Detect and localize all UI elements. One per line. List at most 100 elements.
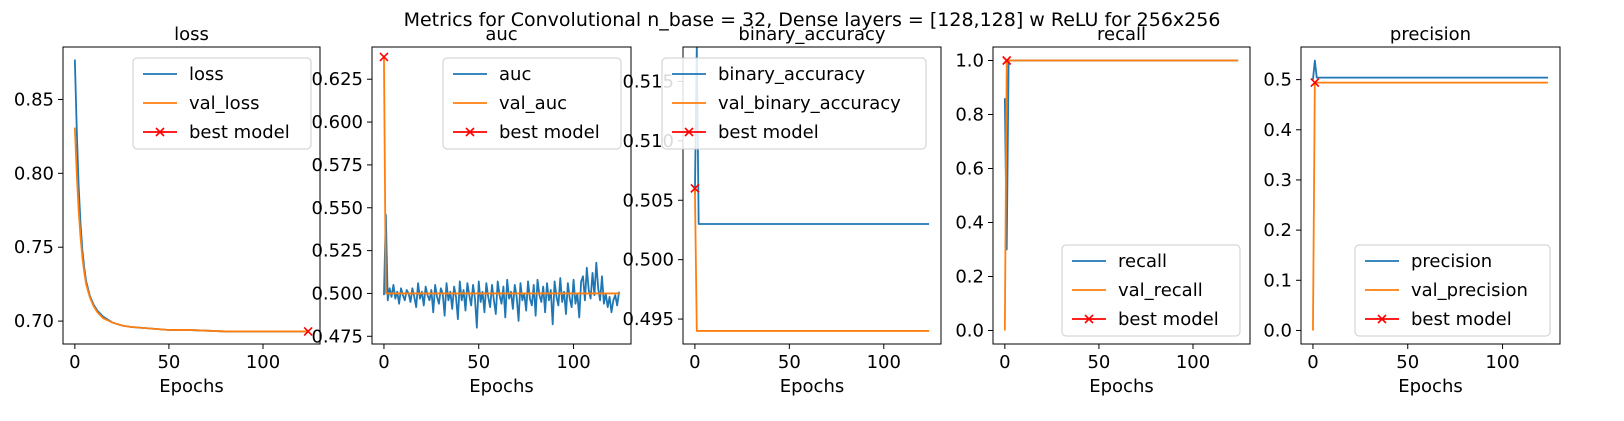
best-model-marker [379, 52, 389, 62]
legend-label: best model [499, 122, 600, 143]
y-tick-label: 1.0 [955, 51, 984, 72]
legend-label: best model [718, 122, 819, 143]
legend-marker [1084, 314, 1094, 324]
y-tick-label: 0.6 [955, 159, 984, 180]
legend-box [1354, 244, 1551, 337]
best-model-marker [1310, 78, 1320, 88]
x-tick-label: 0 [1307, 352, 1318, 373]
figure-suptitle: Metrics for Convolutional n_base = 32, D… [404, 9, 1221, 31]
legend-marker [1377, 314, 1387, 324]
y-tick-label: 0.85 [14, 89, 54, 110]
legend-label: best model [1411, 309, 1512, 330]
subplot-title: precision [1390, 24, 1471, 45]
y-tick-label: 0.80 [14, 163, 54, 184]
y-tick-label: 0.500 [311, 283, 363, 304]
x-tick-label: 100 [246, 352, 280, 373]
x-tick-label: 0 [689, 352, 700, 373]
subplot-precision: precision 0 50 100 0.0 0.1 0.2 0.3 0.4 0.5 Epochs p… [1263, 24, 1561, 397]
x-axis-label: Epochs [780, 376, 845, 397]
axes-frame [992, 46, 1251, 345]
x-axis-label: Epochs [159, 376, 224, 397]
x-tick-label: 100 [556, 352, 590, 373]
y-tick-label: 0.0 [1263, 320, 1292, 341]
y-tick-label: 0.2 [955, 267, 984, 288]
legend-label: val_recall [1118, 280, 1203, 301]
y-tick-label: 0.3 [1263, 170, 1292, 191]
y-tick-label: 0.4 [955, 213, 984, 234]
legend-label: best model [1118, 309, 1219, 330]
legend-label: loss [189, 64, 224, 85]
y-tick-label: 0.475 [311, 326, 363, 347]
subplot-title: auc [485, 24, 517, 45]
best-model-marker [303, 326, 313, 337]
series-line-val-binary-accuracy [694, 188, 930, 332]
x-tick-label: 50 [467, 352, 490, 373]
y-tick-label: 0.575 [311, 155, 363, 176]
x-tick-label: 50 [1396, 352, 1419, 373]
y-tick-label: 0.550 [311, 198, 363, 219]
marker-stroke [379, 52, 389, 62]
axes-frame [682, 46, 942, 345]
axes-frame [371, 46, 632, 345]
y-tick-label: 0.500 [622, 250, 674, 271]
y-tick-label: 0.495 [622, 309, 674, 330]
subplot-title: binary_accuracy [738, 24, 885, 45]
legend-label: best model [189, 122, 290, 143]
subplot-recall: recall 0 50 100 0.0 0.2 0.4 0.6 0.8 1.0 Epochs reca… [955, 24, 1251, 397]
y-tick-label: 0.510 [622, 131, 674, 152]
x-tick-label: 100 [1176, 352, 1210, 373]
y-tick-label: 0.4 [1263, 120, 1292, 141]
best-model-marker [1002, 55, 1012, 66]
legend-box [1061, 244, 1241, 337]
x-tick-label: 100 [867, 352, 901, 373]
subplot-binary-accuracy: binary_accuracy 0 50 100 0.495 0.500 0.505 0.51… [622, 24, 942, 397]
subplot-title: loss [174, 24, 209, 45]
y-tick-label: 0.505 [622, 190, 674, 211]
x-tick-label: 50 [778, 352, 801, 373]
series-line-val-loss [73, 127, 309, 333]
y-tick-label: 0.625 [311, 69, 363, 90]
subplot-title: recall [1097, 24, 1146, 45]
series-line-val-auc [383, 56, 620, 295]
marker-stroke [690, 183, 700, 193]
legend-label: precision [1411, 251, 1492, 272]
y-tick-label: 0.2 [1263, 220, 1292, 241]
x-axis-label: Epochs [1398, 376, 1463, 397]
axes-frame [1300, 46, 1561, 345]
marker-stroke [1310, 78, 1320, 88]
x-axis-label: Epochs [469, 376, 534, 397]
x-tick-label: 50 [157, 352, 180, 373]
legend-box [132, 57, 312, 150]
legend-label: recall [1118, 251, 1167, 272]
legend-label: val_precision [1411, 280, 1528, 301]
x-axis-label: Epochs [1089, 376, 1154, 397]
y-tick-label: 0.8 [955, 105, 984, 126]
subplot-auc: auc 0 50 100 0.475 0.500 0.525 0.550 0.575 0.600 0… [311, 24, 632, 397]
y-tick-label: 0.1 [1263, 270, 1292, 291]
legend-box [661, 57, 927, 150]
x-tick-label: 0 [999, 352, 1010, 373]
x-tick-label: 0 [69, 352, 80, 373]
legend-label: val_loss [189, 93, 259, 114]
subplot-loss: loss 0 50 100 0.70 0.75 0.80 0.85 Epochs loss val_… [14, 24, 321, 397]
y-tick-label: 0.525 [311, 241, 363, 262]
legend-label: val_binary_accuracy [718, 93, 901, 114]
y-tick-label: 0.600 [311, 112, 363, 133]
y-tick-label: 0.515 [622, 71, 674, 92]
legend-label: auc [499, 64, 531, 85]
x-tick-label: 0 [378, 352, 389, 373]
legend-label: val_auc [499, 93, 567, 114]
legend-marker [684, 127, 694, 137]
best-model-marker [690, 183, 700, 193]
legend-marker [465, 127, 475, 137]
legend-box [442, 57, 622, 150]
y-tick-label: 0.70 [14, 311, 54, 332]
y-tick-label: 0.75 [14, 237, 54, 258]
series-line-precision [1312, 59, 1549, 80]
